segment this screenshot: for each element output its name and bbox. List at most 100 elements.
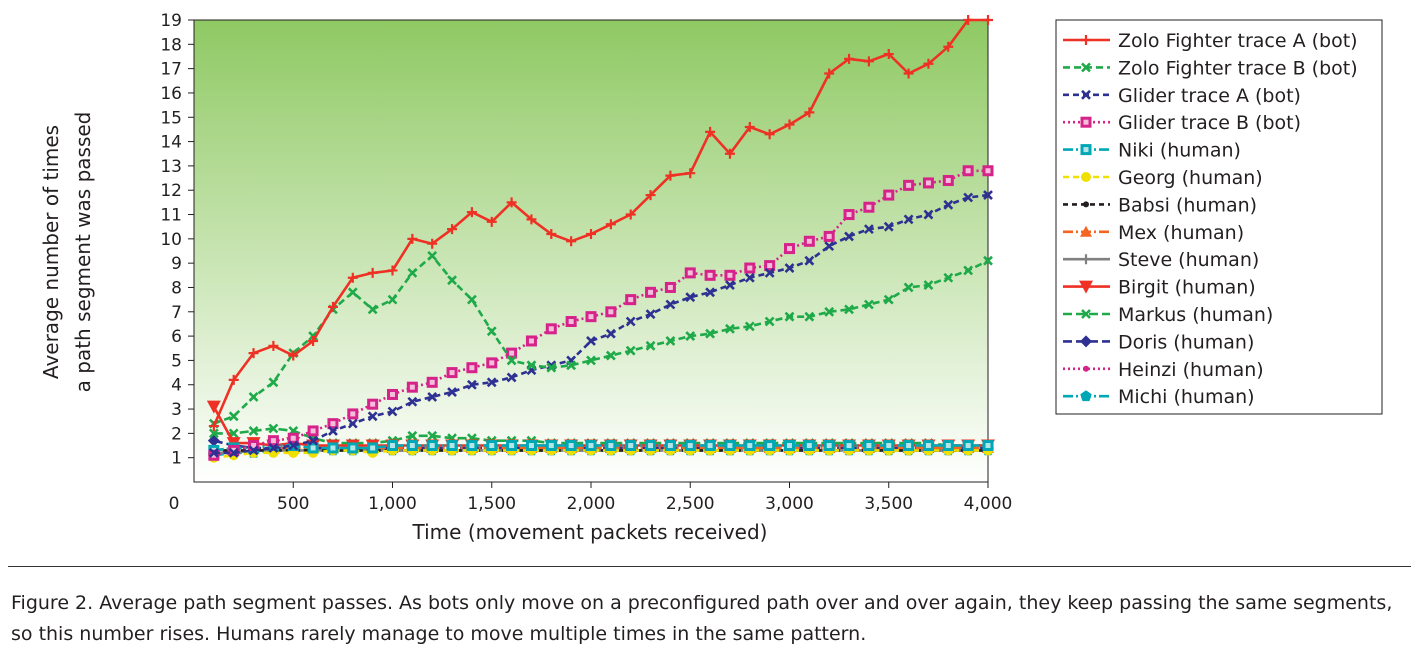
data-point-inner	[429, 443, 435, 449]
legend-label: Doris (human)	[1118, 331, 1254, 353]
data-point	[705, 126, 716, 137]
data-point	[863, 299, 874, 310]
data-point	[526, 360, 537, 371]
data-point	[427, 391, 438, 402]
data-point	[665, 299, 676, 310]
data-point	[347, 272, 358, 283]
data-point	[506, 355, 517, 366]
data-point-inner	[767, 443, 773, 449]
data-point	[248, 426, 259, 436]
data-point	[1081, 254, 1091, 265]
data-point	[824, 306, 835, 317]
y-tick-label: 16	[160, 84, 182, 104]
data-point	[387, 406, 398, 417]
x-tick-label: 4,000	[964, 494, 1013, 514]
x-tick-label: 500	[277, 494, 309, 514]
data-point-inner	[290, 435, 296, 441]
data-point	[764, 316, 775, 327]
data-point-inner	[906, 182, 912, 188]
data-point	[625, 345, 636, 356]
data-point	[903, 68, 914, 79]
series-line	[213, 444, 988, 452]
legend-entry: Zolo Fighter trace B (bot)	[1063, 57, 1358, 79]
series-line	[213, 427, 988, 447]
series-line	[213, 254, 989, 425]
data-point	[685, 168, 696, 179]
data-point	[1080, 335, 1092, 348]
data-point	[586, 228, 596, 239]
data-point-inner	[370, 445, 376, 451]
x-tick-label: 1,000	[368, 494, 417, 514]
data-point	[486, 326, 497, 337]
data-point-inner	[747, 265, 753, 271]
data-point-inner	[350, 411, 356, 417]
data-point	[407, 233, 418, 244]
data-point	[744, 272, 755, 283]
data-point	[486, 216, 497, 227]
data-point	[447, 275, 457, 286]
legend-label: Niki (human)	[1118, 140, 1241, 162]
data-point	[427, 250, 438, 261]
data-point-inner	[667, 443, 673, 449]
data-point	[486, 377, 497, 388]
data-point	[605, 328, 616, 339]
data-point	[208, 447, 219, 458]
legend-entry: Birgit (human)	[1063, 277, 1256, 299]
caption-divider	[8, 566, 1411, 567]
data-point	[288, 350, 299, 361]
data-point-inner	[965, 443, 971, 449]
data-point-inner	[846, 212, 852, 218]
y-tick-label: 11	[160, 206, 182, 226]
legend-label: Birgit (human)	[1118, 277, 1256, 299]
data-point	[724, 148, 735, 159]
data-point	[566, 236, 577, 247]
data-point-inner	[707, 272, 713, 278]
data-point-inner	[409, 443, 415, 449]
data-point-inner	[667, 284, 673, 290]
data-point-inner	[548, 443, 554, 449]
data-point	[685, 331, 696, 342]
data-point	[308, 335, 319, 346]
data-point	[903, 214, 914, 225]
series-line	[212, 18, 988, 427]
data-point	[605, 219, 616, 230]
data-point	[407, 430, 418, 441]
y-tick-label: 19	[160, 11, 182, 31]
data-point	[566, 360, 577, 371]
data-point-inner	[806, 443, 812, 449]
legend-entry: Michi (human)	[1063, 386, 1255, 408]
data-point-inner	[390, 443, 395, 449]
data-point	[466, 207, 477, 218]
data-point	[685, 292, 696, 303]
data-point	[764, 267, 775, 278]
data-point	[983, 15, 993, 25]
y-tick-label: 10	[160, 230, 182, 250]
x-origin-label: 0	[169, 494, 180, 514]
data-point	[367, 267, 378, 278]
data-point-inner	[628, 297, 634, 303]
data-point	[367, 304, 378, 315]
data-point-inner	[588, 443, 594, 449]
data-point-inner	[270, 438, 276, 444]
data-point	[447, 224, 458, 235]
data-point-inner	[886, 443, 892, 449]
data-point	[645, 190, 656, 201]
data-point	[347, 418, 358, 429]
data-point-inner	[787, 246, 792, 252]
data-point	[963, 265, 974, 276]
data-point-inner	[727, 443, 733, 449]
data-point-inner	[310, 428, 316, 434]
legend-label: Zolo Fighter trace A (bot)	[1118, 30, 1358, 52]
data-point	[725, 323, 735, 334]
data-point-inner	[588, 314, 594, 320]
data-point	[268, 340, 279, 351]
data-point	[1079, 280, 1093, 294]
data-point	[983, 190, 993, 200]
y-tick-label: 6	[171, 327, 182, 347]
data-point	[228, 411, 239, 422]
y-tick-label: 1	[171, 449, 182, 469]
data-point-inner	[608, 443, 614, 449]
series-zolo-fighter-trace-a-bot	[208, 15, 993, 432]
data-point-inner	[449, 443, 455, 449]
data-point-inner	[925, 443, 931, 449]
